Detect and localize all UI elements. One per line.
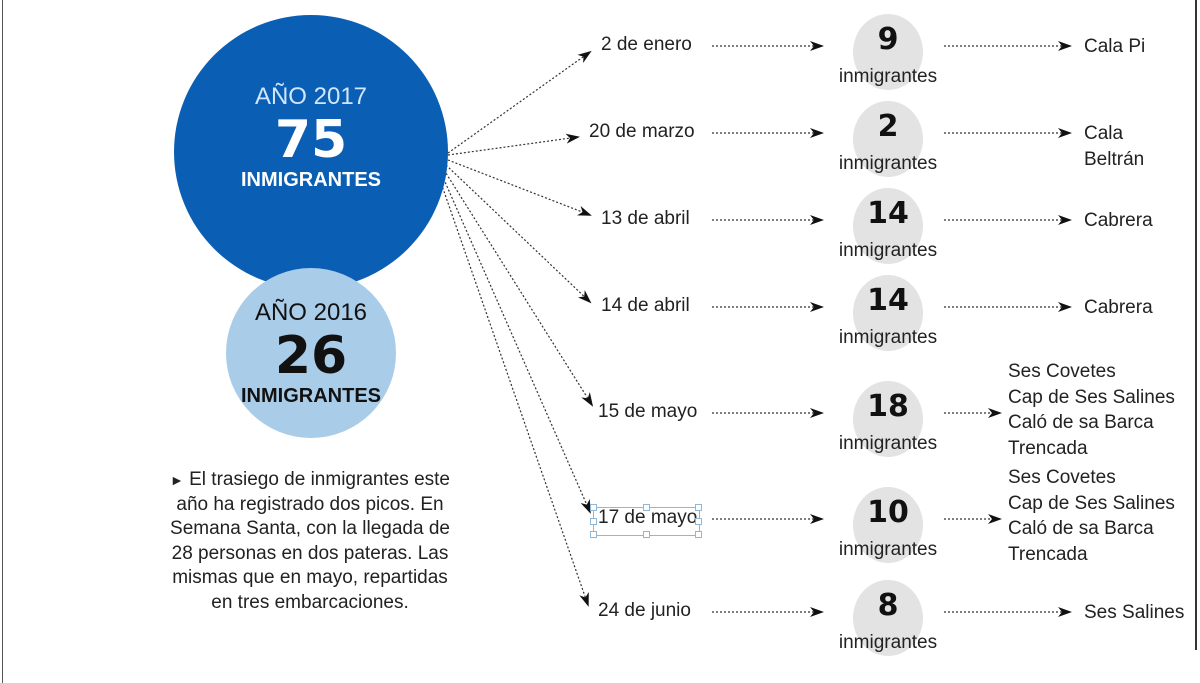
- place-name: Ses Covetes: [1008, 361, 1116, 382]
- arrival-places: Cabrera: [1084, 295, 1153, 321]
- resize-handle[interactable]: [590, 518, 597, 525]
- year-2016-unit: INMIGRANTES: [241, 384, 381, 407]
- arrow-to-date: [447, 159, 592, 216]
- arrival-unit: inmigrantes: [838, 153, 938, 174]
- arrival-places: Ses Covetes Cap de Ses Salines Caló de sa …: [1008, 465, 1175, 567]
- year-2016-label: AÑO 2016: [254, 298, 368, 326]
- arrival-places: Cabrera: [1084, 208, 1153, 234]
- count-circle: [853, 381, 923, 457]
- arrow-to-date: [447, 50, 592, 154]
- place-name: Trencada: [1008, 543, 1088, 565]
- resize-handle[interactable]: [695, 518, 702, 525]
- place-name: Ses Covetes: [1008, 467, 1116, 488]
- circle-2016: AÑO 2016 26 INMIGRANTES: [226, 268, 396, 438]
- place-name: Cabrera: [1084, 210, 1153, 231]
- resize-handle[interactable]: [590, 504, 597, 511]
- arrival-date: 24 de junio: [598, 600, 691, 621]
- resize-handle[interactable]: [643, 531, 650, 538]
- arrival-unit: inmigrantes: [838, 539, 938, 560]
- place-name: Cala Pi: [1084, 36, 1146, 57]
- place-name: Caló de sa Barca: [1008, 412, 1154, 433]
- place-name: Caló de sa Barca: [1008, 518, 1154, 539]
- count-circle: [853, 275, 923, 351]
- arrival-date: 14 de abril: [601, 295, 690, 316]
- arrival-unit: inmigrantes: [838, 327, 938, 348]
- frame-border-left: [2, 0, 3, 683]
- place-name: Beltrán: [1084, 148, 1145, 170]
- arrival-count: 2: [877, 109, 899, 144]
- arrival-count: 9: [877, 22, 899, 57]
- arrival-date: 13 de abril: [601, 208, 690, 229]
- count-circle: [853, 188, 923, 264]
- year-2017-count: 75: [274, 109, 348, 170]
- arrival-date: 2 de enero: [601, 34, 692, 55]
- year-2016-count: 26: [274, 325, 348, 386]
- arrow-to-date: [445, 164, 592, 304]
- arrival-count: 8: [877, 588, 899, 623]
- arrival-unit: inmigrantes: [838, 433, 938, 454]
- arrow-to-date: [441, 174, 591, 514]
- place-name: Cap de Ses Salines: [1008, 386, 1175, 408]
- arrow-to-date: [439, 179, 589, 607]
- arrival-unit: inmigrantes: [838, 240, 938, 261]
- resize-handle[interactable]: [590, 531, 597, 538]
- arrival-unit: inmigrantes: [838, 632, 938, 653]
- note-text-block: ► El trasiego de inmigrantes este año ha…: [165, 468, 455, 615]
- year-2017-unit: INMIGRANTES: [241, 168, 381, 191]
- frame-border-right: [1195, 0, 1197, 650]
- resize-handle[interactable]: [695, 531, 702, 538]
- note-text: El trasiego de inmigrantes este año ha r…: [170, 469, 450, 613]
- arrival-unit: inmigrantes: [838, 66, 938, 87]
- count-circle: [853, 580, 923, 656]
- arrival-date: 17 de mayo: [598, 507, 698, 528]
- arrival-date: 20 de marzo: [589, 121, 695, 142]
- circle-2017: AÑO 2017 75 INMIGRANTES: [174, 15, 448, 289]
- resize-handle[interactable]: [695, 504, 702, 511]
- place-name: Cap de Ses Salines: [1008, 492, 1175, 514]
- arrival-count: 14: [867, 283, 909, 318]
- triangle-bullet-icon: ►: [169, 472, 184, 488]
- arrival-places: Cala Beltrán: [1084, 121, 1144, 172]
- arrival-date: 15 de mayo: [598, 401, 698, 422]
- count-circle: [853, 14, 923, 90]
- arrival-count: 18: [867, 389, 909, 424]
- arrow-to-date: [443, 169, 594, 407]
- resize-handle[interactable]: [643, 504, 650, 511]
- year-2017-label: AÑO 2017: [254, 82, 368, 110]
- arrival-places: Ses Covetes Cap de Ses Salines Caló de sa …: [1008, 359, 1175, 461]
- arrival-places: Ses Salines: [1084, 600, 1184, 626]
- place-name: Cala: [1084, 123, 1124, 144]
- count-circle: [853, 101, 923, 177]
- count-circle: [853, 487, 923, 563]
- place-name: Trencada: [1008, 437, 1088, 459]
- arrow-to-date: [447, 133, 580, 156]
- arrival-count: 14: [867, 196, 909, 231]
- arrival-count: 10: [867, 495, 909, 530]
- arrival-places: Cala Pi: [1084, 34, 1145, 60]
- place-name: Ses Salines: [1084, 602, 1185, 623]
- selection-box[interactable]: [590, 504, 702, 538]
- place-name: Cabrera: [1084, 297, 1153, 318]
